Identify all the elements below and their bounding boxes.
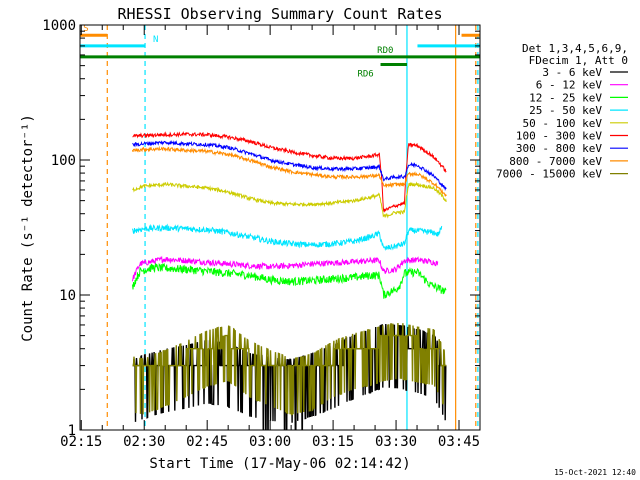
series-line — [132, 181, 447, 219]
legend-entry-label: 7000 - 15000 keV — [496, 168, 602, 181]
series-line — [132, 145, 447, 197]
x-tick-label: 02:15 — [60, 434, 102, 450]
y-tick-label: 1 — [68, 423, 76, 439]
series-line — [132, 262, 447, 299]
axes: 02:15 02:30 02:45 03:00 03:15 03:30 03:45 1 10 10… — [42, 18, 481, 450]
flag-label: RD6 — [357, 69, 373, 79]
footer-timestamp: 15-Oct-2021 12:40 — [554, 468, 636, 477]
legend-entry-label: 50 - 100 keV — [523, 117, 603, 130]
series-50-100kev — [132, 181, 447, 219]
x-axis-label: Start Time (17-May-06 02:14:42) — [149, 456, 410, 472]
legend: Det 1,3,4,5,6,9,FDecim 1, Att 03 - 6 keV… — [496, 42, 628, 181]
y-tick-label: 10 — [59, 288, 76, 304]
series-25-50kev — [132, 223, 443, 252]
series-line — [132, 255, 439, 282]
flag-label: S — [83, 24, 88, 34]
x-tick-label: 03:45 — [438, 434, 480, 450]
flag-label: RD0 — [377, 46, 393, 56]
series-6-12kev — [132, 255, 439, 282]
flag-label: N — [153, 35, 158, 45]
legend-entry-label: 800 - 7000 keV — [509, 155, 602, 168]
x-tick-label: 03:00 — [249, 434, 291, 450]
series-line — [132, 223, 443, 252]
legend-entry-label: 6 - 12 keV — [536, 79, 603, 92]
series-800-7000kev — [132, 145, 447, 197]
y-tick-label: 100 — [51, 153, 76, 169]
legend-entry-label: 3 - 6 keV — [542, 66, 602, 79]
series-300-800kev — [132, 139, 447, 192]
legend-entry-label: 100 - 300 keV — [516, 130, 602, 143]
legend-entry-label: 300 - 800 keV — [516, 142, 602, 155]
x-tick-label: 02:45 — [186, 434, 228, 450]
plot-area: S N RD0 RD6 — [80, 24, 480, 430]
x-tick-label: 02:30 — [123, 434, 165, 450]
series-7000-15000kev — [132, 322, 447, 416]
chart-title: RHESSI Observing Summary Count Rates — [117, 5, 442, 23]
x-tick-label: 03:15 — [312, 434, 354, 450]
series-line — [132, 139, 447, 192]
series-12-25kev — [132, 262, 447, 299]
legend-header: FDecim 1, Att 0 — [529, 54, 628, 67]
legend-entry-label: 25 - 50 keV — [529, 104, 602, 117]
series-line — [132, 322, 447, 416]
legend-header: Det 1,3,4,5,6,9, — [522, 42, 628, 55]
y-tick-label: 1000 — [42, 18, 76, 34]
plot-frame — [79, 24, 481, 431]
series-100-300kev — [132, 131, 447, 213]
y-axis-label: Count Rate (s⁻¹ detector⁻¹) — [20, 114, 36, 342]
legend-entry-label: 12 - 25 keV — [529, 91, 602, 104]
series-line — [132, 131, 447, 213]
x-tick-label: 03:30 — [375, 434, 417, 450]
plot-inner: S N RD0 RD6 — [80, 24, 480, 430]
